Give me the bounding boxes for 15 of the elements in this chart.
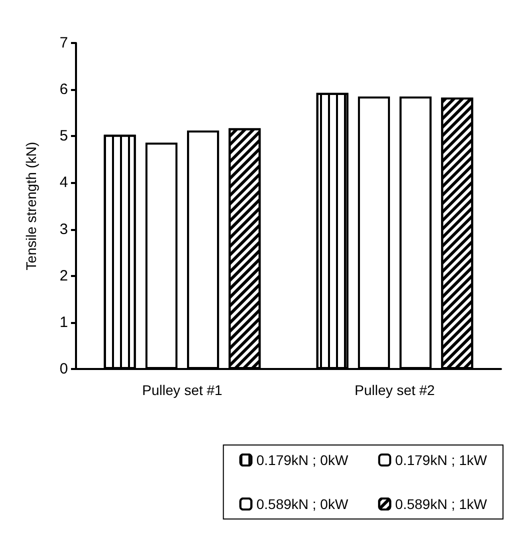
legend-label: 0.589kN ; 0kW	[256, 496, 349, 512]
y-tick-label: 0	[60, 360, 68, 378]
y-tick-label: 2	[60, 267, 68, 284]
x-tick-label: Pulley set #2	[354, 382, 436, 398]
y-tick-label: 6	[60, 81, 68, 98]
y-tick-label: 1	[60, 314, 68, 331]
y-tick-label: 3	[60, 220, 68, 238]
x-tick-label: Pulley set #1	[142, 382, 223, 398]
y-tick-label: 7	[60, 34, 68, 52]
legend-label: 0.179kN ; 1kW	[395, 452, 488, 468]
legend-label: 0.589kN ; 1kW	[395, 496, 488, 512]
y-axis-title: Tensile strength (kN)	[23, 142, 39, 270]
y-tick-label: 4	[60, 174, 68, 192]
y-tick-label: 5	[60, 128, 68, 145]
legend-label: 0.179kN ; 0kW	[256, 452, 349, 468]
